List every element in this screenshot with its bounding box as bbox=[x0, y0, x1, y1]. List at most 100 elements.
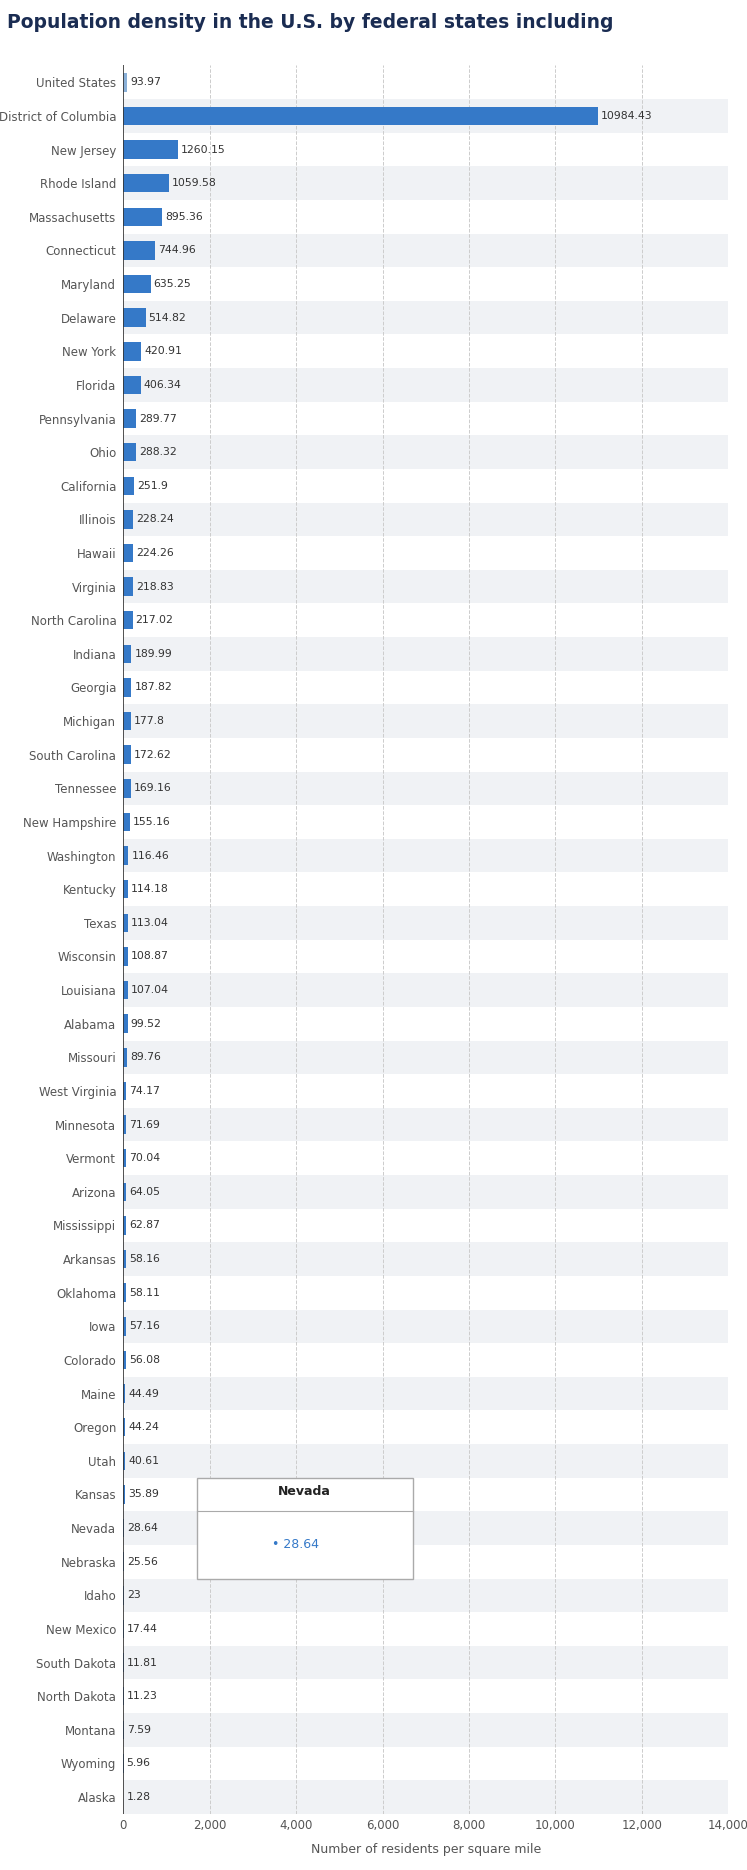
Bar bbox=[123, 166, 728, 200]
Bar bbox=[123, 1612, 728, 1646]
Text: 113.04: 113.04 bbox=[131, 918, 169, 928]
Bar bbox=[123, 275, 151, 294]
Bar bbox=[123, 376, 141, 395]
Bar bbox=[123, 301, 728, 335]
Bar bbox=[123, 469, 728, 503]
Bar bbox=[123, 1518, 125, 1537]
Text: 1.28: 1.28 bbox=[126, 1791, 150, 1803]
Bar bbox=[123, 914, 128, 931]
Text: 1260.15: 1260.15 bbox=[181, 144, 226, 155]
Bar bbox=[123, 368, 728, 402]
Bar bbox=[123, 638, 728, 671]
Bar bbox=[123, 1619, 124, 1638]
Bar bbox=[123, 402, 728, 436]
Bar bbox=[123, 1047, 127, 1066]
Bar bbox=[123, 1747, 728, 1780]
Bar bbox=[123, 1780, 728, 1814]
Text: 406.34: 406.34 bbox=[144, 380, 182, 389]
Bar bbox=[123, 1485, 125, 1503]
Bar bbox=[123, 1316, 125, 1335]
Bar bbox=[123, 1242, 728, 1275]
Bar bbox=[123, 99, 728, 133]
Text: 744.96: 744.96 bbox=[158, 245, 196, 256]
Bar bbox=[123, 1216, 126, 1234]
Bar bbox=[123, 1148, 126, 1167]
Bar bbox=[123, 881, 128, 898]
Text: 44.24: 44.24 bbox=[128, 1423, 159, 1432]
Text: 224.26: 224.26 bbox=[136, 548, 174, 557]
Text: 89.76: 89.76 bbox=[130, 1053, 161, 1062]
Text: 58.16: 58.16 bbox=[128, 1255, 160, 1264]
Text: 10984.43: 10984.43 bbox=[601, 110, 653, 122]
Bar bbox=[123, 712, 131, 731]
Text: 93.97: 93.97 bbox=[130, 77, 161, 88]
Text: 172.62: 172.62 bbox=[134, 750, 172, 759]
Bar bbox=[123, 873, 728, 907]
Bar bbox=[123, 847, 128, 864]
Bar bbox=[123, 1545, 728, 1578]
Text: 1059.58: 1059.58 bbox=[172, 178, 217, 189]
Bar bbox=[123, 739, 728, 772]
Text: 11.23: 11.23 bbox=[127, 1690, 158, 1702]
Text: 57.16: 57.16 bbox=[128, 1322, 160, 1331]
Text: 420.91: 420.91 bbox=[144, 346, 182, 357]
Bar bbox=[123, 1115, 126, 1133]
Bar bbox=[123, 1249, 125, 1268]
Bar bbox=[123, 1713, 728, 1747]
Bar bbox=[123, 544, 133, 563]
Bar bbox=[123, 705, 728, 739]
Text: 40.61: 40.61 bbox=[128, 1457, 159, 1466]
Bar bbox=[123, 1679, 728, 1713]
Bar bbox=[123, 780, 131, 798]
Bar bbox=[123, 140, 178, 159]
Text: 228.24: 228.24 bbox=[136, 514, 174, 524]
Text: 189.99: 189.99 bbox=[134, 649, 173, 658]
Bar bbox=[123, 746, 131, 765]
Text: 28.64: 28.64 bbox=[128, 1522, 158, 1533]
Text: 288.32: 288.32 bbox=[139, 447, 176, 456]
Bar bbox=[123, 73, 127, 92]
Bar bbox=[123, 174, 169, 193]
Text: 514.82: 514.82 bbox=[149, 312, 186, 324]
Text: 56.08: 56.08 bbox=[128, 1356, 160, 1365]
Text: 11.81: 11.81 bbox=[127, 1657, 158, 1668]
Bar bbox=[123, 537, 728, 570]
Bar bbox=[123, 840, 728, 873]
Bar bbox=[123, 1511, 728, 1545]
Bar bbox=[123, 645, 131, 664]
Text: 895.36: 895.36 bbox=[165, 211, 202, 223]
Bar bbox=[123, 1552, 124, 1571]
Bar bbox=[123, 948, 128, 965]
Bar bbox=[123, 1417, 125, 1436]
Bar bbox=[123, 200, 728, 234]
Bar bbox=[123, 1451, 125, 1470]
Bar bbox=[123, 772, 728, 806]
Bar bbox=[123, 107, 598, 125]
Bar bbox=[123, 671, 728, 705]
Bar bbox=[123, 972, 728, 1006]
Bar bbox=[123, 133, 728, 166]
Text: 71.69: 71.69 bbox=[129, 1120, 161, 1129]
Bar bbox=[123, 335, 728, 368]
Bar bbox=[123, 477, 134, 496]
Bar bbox=[123, 1141, 728, 1174]
Bar bbox=[123, 1410, 728, 1444]
Bar bbox=[123, 410, 136, 428]
Bar bbox=[123, 1384, 125, 1402]
Bar bbox=[123, 1586, 124, 1604]
Bar bbox=[123, 1309, 728, 1343]
Text: 99.52: 99.52 bbox=[131, 1019, 161, 1028]
Text: 25.56: 25.56 bbox=[128, 1556, 158, 1567]
Bar bbox=[123, 1040, 728, 1073]
Text: 251.9: 251.9 bbox=[137, 481, 168, 490]
Text: 107.04: 107.04 bbox=[131, 985, 169, 995]
Bar bbox=[123, 511, 133, 529]
Bar bbox=[123, 65, 728, 99]
Bar bbox=[123, 1174, 728, 1208]
Bar bbox=[123, 1350, 125, 1369]
Text: 635.25: 635.25 bbox=[154, 279, 191, 290]
Bar bbox=[123, 611, 133, 630]
Bar bbox=[123, 1073, 728, 1107]
Bar bbox=[123, 578, 133, 597]
Bar bbox=[123, 1208, 728, 1242]
